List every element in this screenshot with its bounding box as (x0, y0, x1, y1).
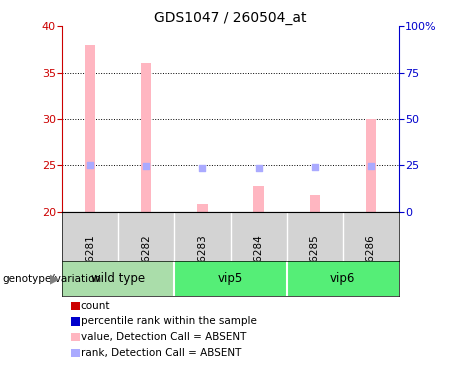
Text: count: count (81, 301, 110, 310)
Text: vip6: vip6 (330, 272, 355, 285)
Text: rank, Detection Call = ABSENT: rank, Detection Call = ABSENT (81, 348, 241, 358)
Text: genotype/variation: genotype/variation (2, 274, 101, 284)
Bar (62, 261, 174, 296)
Point (199, 165, 206, 171)
Bar (366, 119, 376, 212)
Bar (287, 261, 399, 296)
Text: GSM26284: GSM26284 (254, 234, 264, 291)
Text: percentile rank within the sample: percentile rank within the sample (81, 316, 257, 326)
Text: GSM26285: GSM26285 (310, 234, 319, 291)
Text: GSM26282: GSM26282 (142, 234, 151, 291)
Bar (197, 204, 207, 212)
Bar (254, 186, 264, 212)
Title: GDS1047 / 260504_at: GDS1047 / 260504_at (154, 11, 307, 25)
Point (311, 164, 318, 170)
Bar (310, 195, 319, 212)
Text: wild type: wild type (91, 272, 145, 285)
Point (87, 162, 94, 168)
Bar (174, 261, 287, 296)
Text: GSM26281: GSM26281 (85, 234, 95, 291)
Point (367, 164, 374, 170)
Text: GSM26283: GSM26283 (197, 234, 207, 291)
Text: vip5: vip5 (218, 272, 243, 285)
Bar (142, 63, 151, 212)
Bar (85, 45, 95, 212)
Point (142, 164, 150, 170)
Text: ▶: ▶ (50, 273, 59, 286)
Text: value, Detection Call = ABSENT: value, Detection Call = ABSENT (81, 332, 246, 342)
Point (255, 165, 262, 171)
Text: GSM26286: GSM26286 (366, 234, 376, 291)
